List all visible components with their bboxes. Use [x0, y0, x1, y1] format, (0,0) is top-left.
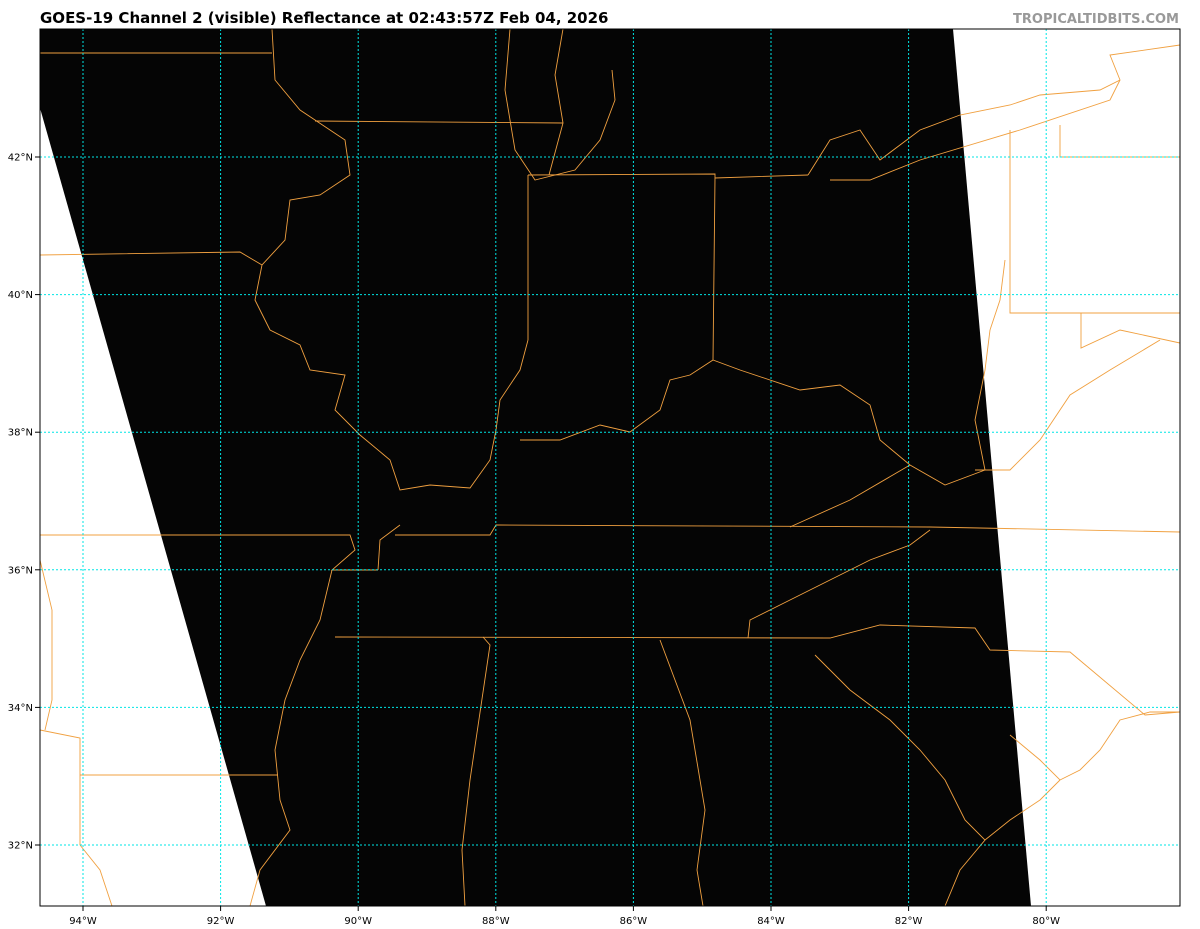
longitude-tick-label: 82°W [895, 916, 923, 927]
latitude-tick-label: 38°N [8, 428, 33, 439]
longitude-tick-label: 86°W [620, 916, 648, 927]
map-title: GOES-19 Channel 2 (visible) Reflectance … [40, 9, 609, 27]
latitude-tick-label: 36°N [8, 565, 33, 576]
gridlines [40, 29, 1180, 906]
latitude-tick-label: 42°N [8, 153, 33, 164]
map-frame [39, 28, 1181, 907]
satellite-swath [40, 29, 1031, 906]
site-credit: TROPICALTIDBITS.COM [1013, 12, 1179, 27]
longitude-tick-label: 94°W [69, 916, 97, 927]
longitude-tick-label: 80°W [1032, 916, 1060, 927]
longitude-tick-label: 88°W [482, 916, 510, 927]
longitude-tick-label: 92°W [207, 916, 235, 927]
axis-ticks: 94°W 92°W 90°W 88°W 86°W 84°W 82°W 80°W 42°N 40°N… [8, 153, 1060, 928]
latitude-tick-label: 32°N [8, 841, 33, 852]
longitude-tick-label: 90°W [344, 916, 372, 927]
latitude-tick-label: 34°N [8, 703, 33, 714]
latitude-tick-label: 40°N [8, 290, 33, 301]
longitude-tick-label: 84°W [757, 916, 785, 927]
state-borders [40, 29, 1180, 906]
